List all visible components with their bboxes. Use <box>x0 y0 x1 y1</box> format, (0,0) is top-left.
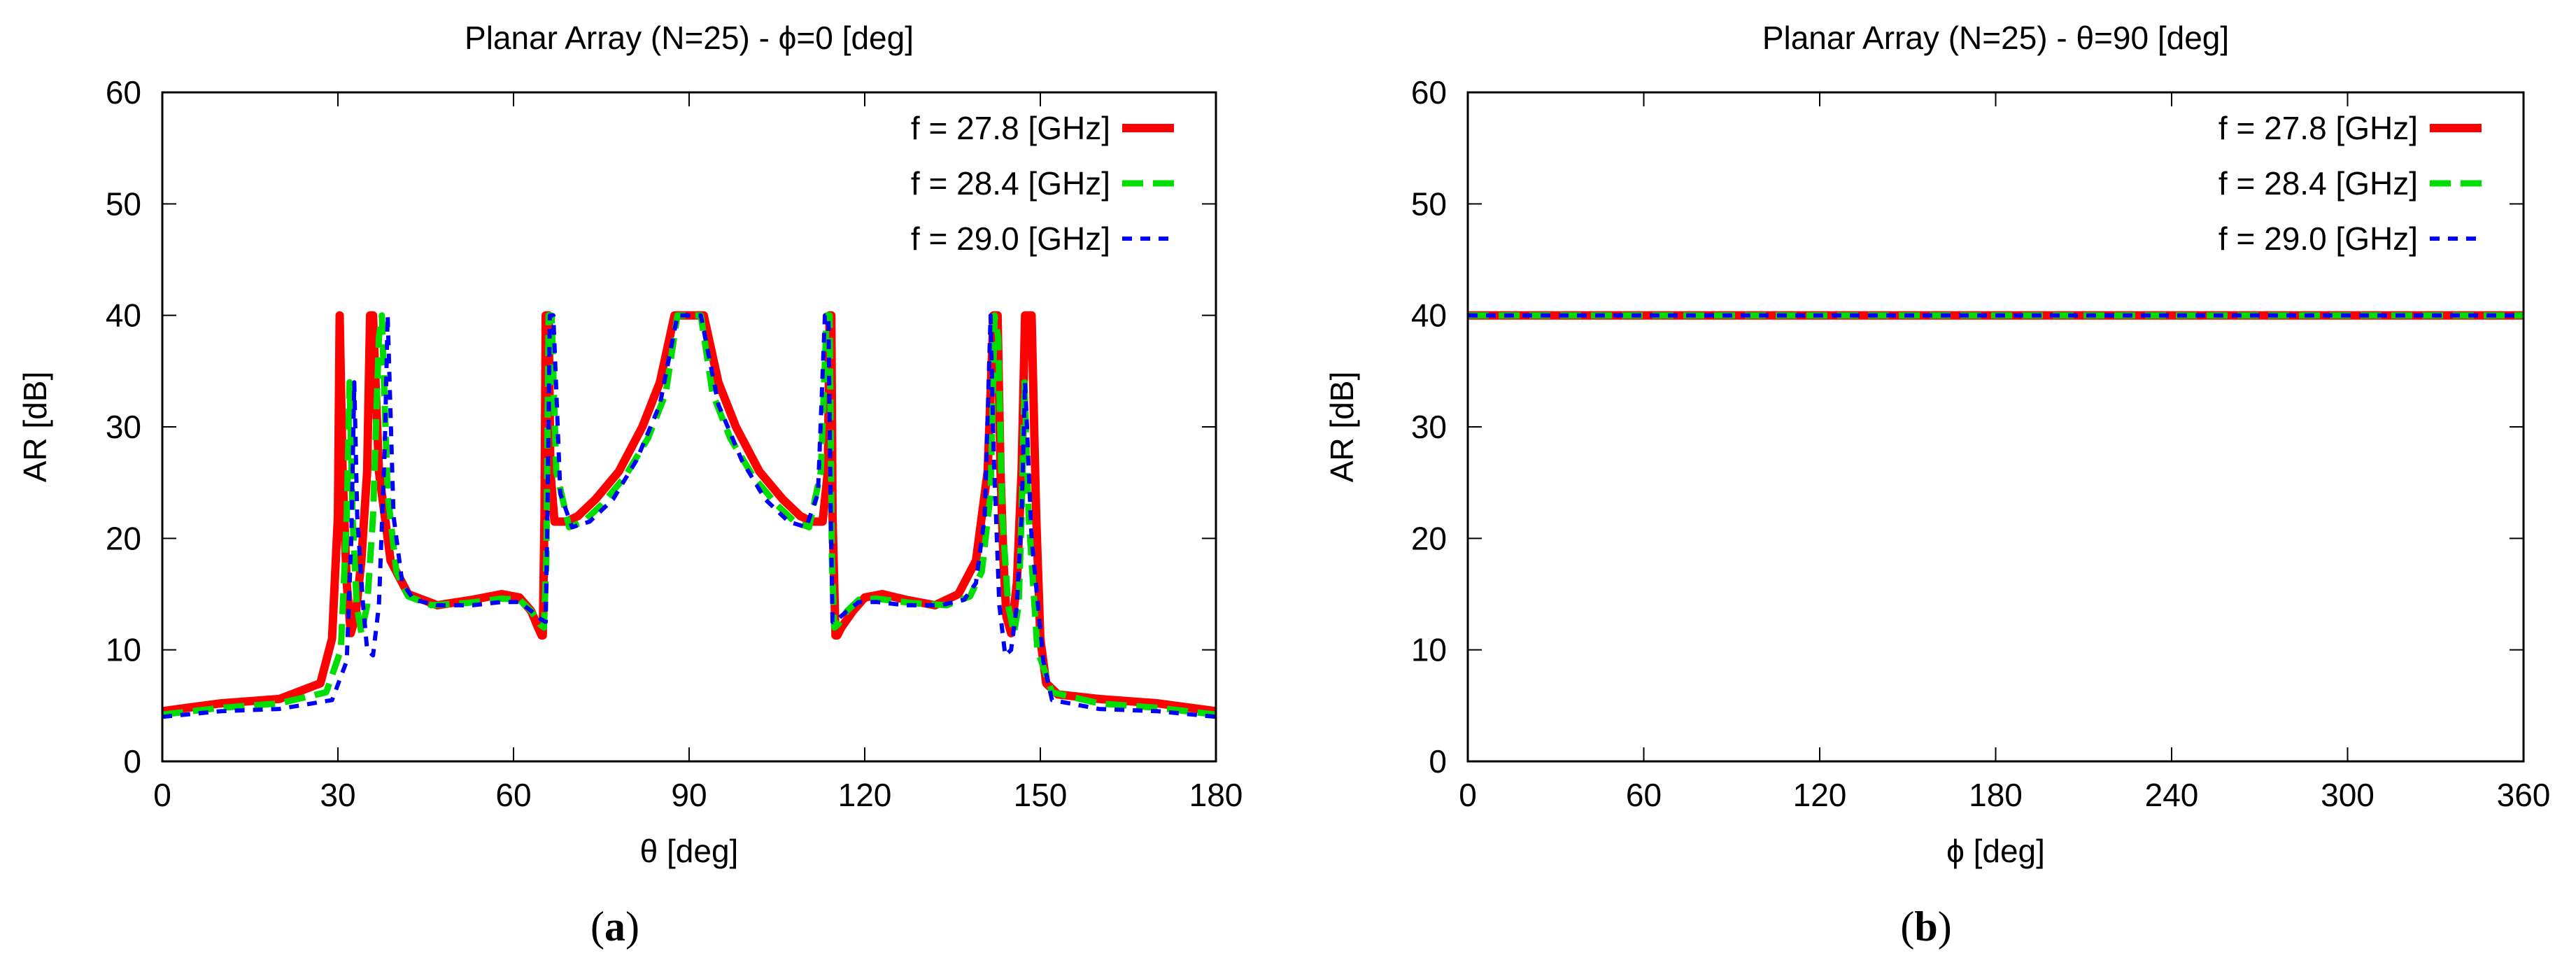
panel-b-legend-label-3: f = 29.0 [GHz] <box>2218 220 2418 257</box>
panel-b-y-tick-label: 30 <box>1411 409 1447 445</box>
panel-a-series-line-1 <box>162 311 1216 716</box>
panel-a-plot-frame <box>161 91 1217 763</box>
panel-a-x-tick-label: 180 <box>1189 777 1243 813</box>
panel-a-legend-label-1: f = 27.8 [GHz] <box>911 110 1110 146</box>
panel-a-caption: (a) <box>590 903 639 950</box>
panel-a-y-tick-label: 40 <box>106 297 141 334</box>
panel-b-legend-label-2: f = 28.4 [GHz] <box>2218 165 2418 202</box>
panel-b-x-tick-label: 120 <box>1793 777 1847 813</box>
panel-b-y-tick-label: 60 <box>1411 74 1447 111</box>
panel-b-legend-label-1: f = 27.8 [GHz] <box>2218 110 2418 146</box>
panel-b-x-tick-label: 240 <box>2145 777 2199 813</box>
panel-b-x-axis-label: ϕ [deg] <box>1946 833 2045 869</box>
panel-a-x-tick-label: 120 <box>838 777 892 813</box>
panel-a-x-axis-label: θ [deg] <box>640 833 739 869</box>
panel-a-legend-label-3: f = 29.0 [GHz] <box>911 220 1110 257</box>
panel-a-y-tick-label: 50 <box>106 185 141 222</box>
panel-b-y-axis-label: AR [dB] <box>1324 372 1360 483</box>
panel-b-x-tick-label: 300 <box>2321 777 2375 813</box>
panel-a-x-tick-label: 0 <box>153 777 171 813</box>
panel-b-y-tick-label: 0 <box>1429 743 1447 780</box>
panel-b-y-tick-label: 20 <box>1411 520 1447 556</box>
panel-a-y-tick-label: 60 <box>106 74 141 111</box>
panel-a-x-tick-label: 150 <box>1014 777 1068 813</box>
panel-a-x-tick-label: 60 <box>495 777 531 813</box>
panel-b-x-tick-label: 360 <box>2497 777 2551 813</box>
panel-b-y-tick-label: 10 <box>1411 632 1447 668</box>
panel-a-y-tick-label: 0 <box>123 743 141 780</box>
panel-a-title: Planar Array (N=25) - ϕ=0 [deg] <box>465 20 914 56</box>
panel-a-y-axis-label: AR [dB] <box>17 372 53 483</box>
panel-b-x-tick-label: 180 <box>1969 777 2023 813</box>
panel-b-plot-frame <box>1466 91 2525 763</box>
panel-b-title: Planar Array (N=25) - θ=90 [deg] <box>1762 20 2229 56</box>
panel-a-x-tick-label: 90 <box>671 777 707 813</box>
panel-b-x-tick-label: 0 <box>1459 777 1477 813</box>
panel-a-y-tick-label: 20 <box>106 520 141 556</box>
panel-a-y-tick-label: 10 <box>106 632 141 668</box>
panel-a-y-tick-label: 30 <box>106 409 141 445</box>
panel-b-y-tick-label: 40 <box>1411 297 1447 334</box>
panel-b-x-tick-label: 60 <box>1626 777 1662 813</box>
panel-b-y-tick-label: 50 <box>1411 185 1447 222</box>
panel-a-legend-label-2: f = 28.4 [GHz] <box>911 165 1110 202</box>
panel-b-caption: (b) <box>1900 903 1951 950</box>
panel-a-x-tick-label: 30 <box>320 777 355 813</box>
panel-a-series-line-3 <box>162 313 1216 719</box>
panel-a-series-line-2 <box>162 312 1216 718</box>
